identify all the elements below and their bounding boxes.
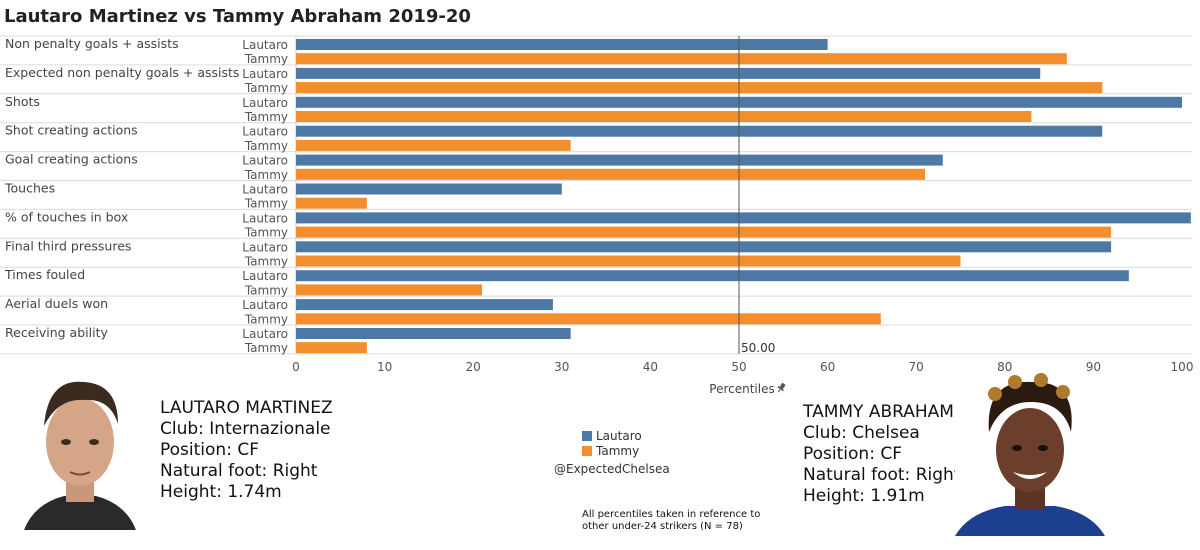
category-label: Goal creating actions <box>5 152 138 167</box>
bar-lautaro <box>296 212 1191 224</box>
x-tick-label: 100 <box>1171 360 1194 374</box>
pin-icon[interactable] <box>775 382 786 394</box>
series-row-label: Lautaro <box>242 240 288 254</box>
series-row-label: Lautaro <box>242 38 288 52</box>
tammy-club: Club: Chelsea <box>803 423 920 443</box>
series-row-label: Tammy <box>244 168 288 182</box>
series-row-label: Tammy <box>244 226 288 240</box>
lautaro-photo <box>14 364 144 530</box>
series-row-label: Lautaro <box>242 67 288 81</box>
bar-tammy <box>296 168 926 180</box>
series-row-label: Lautaro <box>242 125 288 139</box>
series-row-label: Lautaro <box>242 183 288 197</box>
bar-lautaro <box>296 154 943 166</box>
lautaro-name: LAUTARO MARTINEZ <box>160 398 333 418</box>
series-row-label: Tammy <box>244 283 288 297</box>
x-tick-label: 50 <box>731 360 746 374</box>
x-tick-label: 80 <box>997 360 1012 374</box>
x-tick-label: 10 <box>377 360 392 374</box>
series-row-label: Tammy <box>244 81 288 95</box>
lautaro-portrait <box>14 364 144 530</box>
x-tick-label: 30 <box>554 360 569 374</box>
tammy-portrait <box>955 372 1105 536</box>
bar-tammy <box>296 313 881 325</box>
series-row-label: Tammy <box>244 197 288 211</box>
lautaro-position: Position: CF <box>160 440 259 460</box>
footnote: All percentiles taken in reference to ot… <box>582 509 761 532</box>
series-row-label: Tammy <box>244 110 288 124</box>
bar-lautaro <box>296 183 562 195</box>
x-tick-label: 60 <box>820 360 835 374</box>
category-label: Aerial duels won <box>5 296 108 311</box>
category-label: Non penalty goals + assists <box>5 36 179 51</box>
category-label: Expected non penalty goals + assists <box>5 65 239 80</box>
bar-lautaro <box>296 299 553 311</box>
category-label: Final third pressures <box>5 238 131 253</box>
bar-tammy <box>296 255 961 267</box>
bar-tammy <box>296 284 483 296</box>
x-tick-label: 0 <box>292 360 300 374</box>
category-label: Shots <box>5 94 40 109</box>
twitter-handle: @ExpectedChelsea <box>554 462 670 476</box>
lautaro-height: Height: 1.74m <box>160 482 282 502</box>
x-tick-label: 90 <box>1086 360 1101 374</box>
bar-tammy <box>296 53 1067 65</box>
category-label: Times fouled <box>4 267 85 282</box>
tammy-height: Height: 1.91m <box>803 486 925 506</box>
tammy-foot: Natural foot: Right <box>803 465 961 485</box>
lautaro-foot: Natural foot: Right <box>160 461 318 481</box>
tammy-name: TAMMY ABRAHAM <box>803 402 954 422</box>
series-row-label: Lautaro <box>242 269 288 283</box>
bar-tammy <box>296 226 1112 238</box>
x-tick-label: 70 <box>909 360 924 374</box>
series-row-label: Tammy <box>244 255 288 269</box>
x-axis-title: Percentiles <box>709 382 774 396</box>
lautaro-club: Club: Internazionale <box>160 419 331 439</box>
category-label: Shot creating actions <box>5 123 138 138</box>
legend-swatch-lautaro <box>582 430 592 441</box>
chart-legend: Lautaro Tammy <box>582 428 642 458</box>
tammy-photo <box>955 372 1105 536</box>
bar-tammy <box>296 111 1032 122</box>
category-label: Touches <box>4 181 55 196</box>
series-row-label: Lautaro <box>242 327 288 341</box>
series-row-label: Lautaro <box>242 154 288 168</box>
tammy-info: TAMMY ABRAHAM Club: Chelsea Position: CF… <box>803 402 960 507</box>
bar-tammy <box>296 342 367 354</box>
series-row-label: Tammy <box>244 52 288 66</box>
bar-lautaro <box>296 241 1112 253</box>
series-row-label: Tammy <box>244 312 288 326</box>
category-label: % of touches in box <box>5 209 128 224</box>
legend-label-lautaro: Lautaro <box>596 428 642 443</box>
bar-lautaro <box>296 270 1129 282</box>
series-row-label: Lautaro <box>242 211 288 225</box>
bar-chart: Non penalty goals + assists LautaroTammyE… <box>0 35 1194 396</box>
series-row-label: Tammy <box>244 341 288 355</box>
series-row-label: Tammy <box>244 139 288 153</box>
series-row-label: Lautaro <box>242 298 288 312</box>
bar-tammy <box>296 139 571 151</box>
bar-lautaro <box>296 328 571 339</box>
legend-swatch-tammy <box>582 445 592 456</box>
bar-lautaro <box>296 39 828 50</box>
bar-lautaro <box>296 125 1103 137</box>
reference-line-label: 50.00 <box>741 341 775 355</box>
bar-tammy <box>296 197 367 209</box>
bar-lautaro <box>296 67 1041 79</box>
page-title: Lautaro Martinez vs Tammy Abraham 2019-2… <box>4 6 471 27</box>
legend-label-tammy: Tammy <box>596 443 640 458</box>
lautaro-info: LAUTARO MARTINEZ Club: Internazionale Po… <box>160 398 333 503</box>
legend-item-tammy: Tammy <box>582 443 642 458</box>
x-tick-label: 20 <box>466 360 481 374</box>
category-label: Receiving ability <box>5 325 108 340</box>
bar-tammy <box>296 82 1103 94</box>
series-row-label: Lautaro <box>242 96 288 110</box>
tammy-position: Position: CF <box>803 444 902 464</box>
legend-item-lautaro: Lautaro <box>582 428 642 443</box>
x-tick-label: 40 <box>643 360 658 374</box>
